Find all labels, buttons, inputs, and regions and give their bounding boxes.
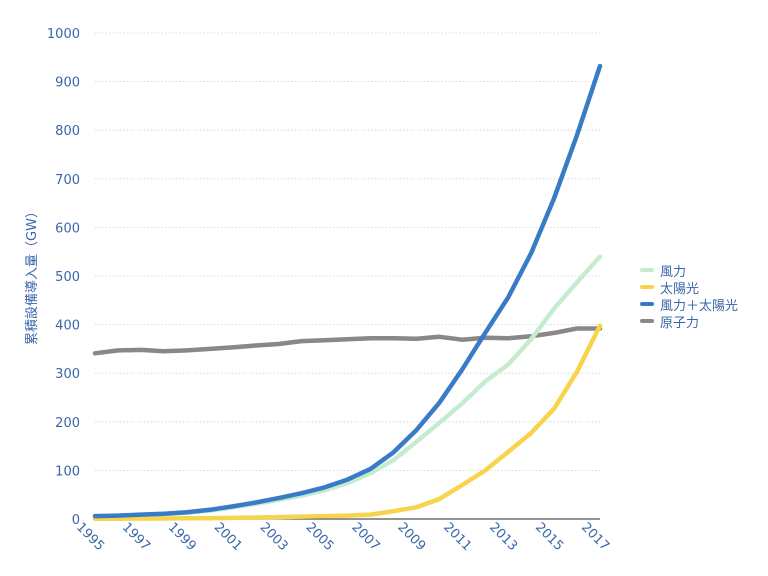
y-tick-label: 400 — [55, 319, 80, 334]
x-tick-label: 2007 — [348, 520, 382, 554]
legend-swatch — [640, 302, 654, 306]
y-tick-label: 900 — [55, 76, 80, 91]
y-tick-label: 0 — [72, 513, 80, 528]
x-tick-label: 1999 — [165, 520, 199, 554]
x-tick-label: 1997 — [119, 520, 153, 554]
y-tick-label: 600 — [55, 221, 80, 236]
y-tick-label: 300 — [55, 367, 80, 382]
series-line-2 — [92, 63, 603, 519]
series-lines — [92, 63, 603, 521]
x-tick-label: 2013 — [486, 520, 520, 554]
legend-label: 風力＋太陽光 — [660, 298, 739, 314]
y-axis-ticks: 0 100 200 300 400 500 600 700 800 900 1000 — [47, 27, 80, 528]
legend-item: 風力 — [640, 262, 738, 280]
y-tick-label: 1000 — [47, 27, 80, 42]
gridlines — [95, 32, 600, 520]
x-tick-label: 2015 — [532, 520, 566, 554]
y-tick-label: 700 — [55, 173, 80, 188]
legend-swatch — [640, 285, 654, 289]
x-tick-label: 1995 — [73, 520, 107, 554]
series-line-3 — [92, 326, 603, 356]
legend-item: 風力＋太陽光 — [640, 296, 739, 314]
legend-label: 風力 — [660, 264, 687, 280]
legend-swatch — [640, 268, 654, 272]
y-tick-label: 500 — [55, 270, 80, 285]
y-tick-label: 200 — [55, 416, 80, 431]
series-line-1 — [92, 323, 603, 521]
y-axis-label: 累積設備導入量（GW） — [24, 205, 40, 345]
y-tick-label: 800 — [55, 124, 80, 139]
x-tick-label: 2003 — [257, 520, 291, 554]
legend: 風力 太陽光 風力＋太陽光 原子力 — [640, 262, 739, 331]
legend-item: 原子力 — [640, 313, 738, 331]
x-tick-label: 2009 — [394, 520, 428, 554]
x-tick-label: 2011 — [440, 520, 474, 554]
x-tick-label: 2001 — [211, 520, 245, 554]
x-tick-label: 2017 — [578, 520, 612, 554]
legend-item: 太陽光 — [640, 279, 738, 297]
x-tick-label: 2005 — [303, 520, 337, 554]
x-axis-ticks: 1995 1997 1999 2001 2003 2005 2007 2009 2011 2013… — [73, 520, 612, 554]
legend-swatch — [640, 319, 654, 323]
legend-label: 太陽光 — [660, 281, 700, 297]
legend-label: 原子力 — [660, 315, 700, 331]
y-tick-label: 100 — [55, 464, 80, 479]
